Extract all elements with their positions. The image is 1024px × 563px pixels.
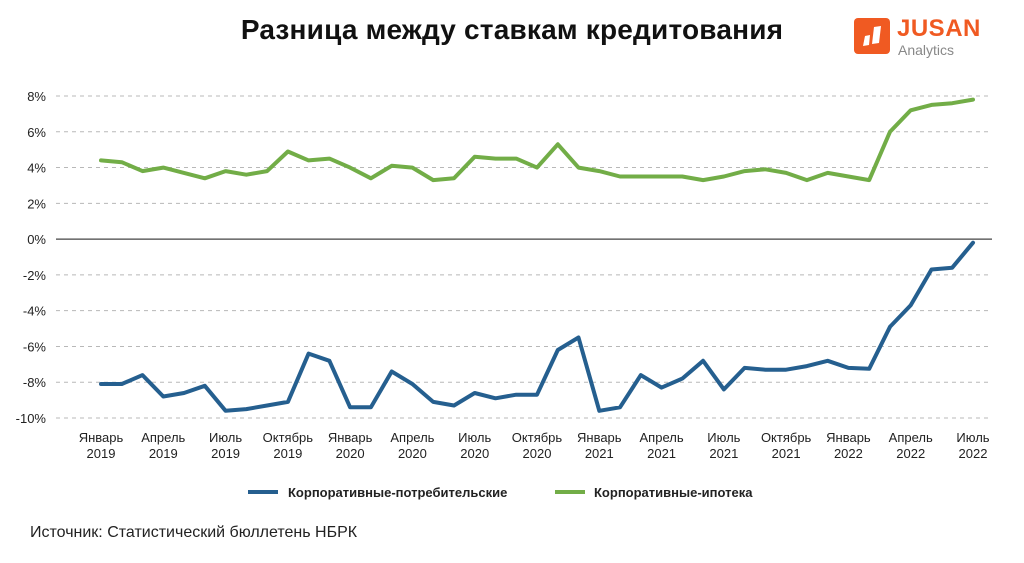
x-tick-label: Январь [328,430,373,445]
series-line-1 [99,240,975,413]
x-tick-label: 2021 [709,446,738,461]
logo-subtitle: Analytics [898,42,955,58]
legend-label-2: Корпоративные-ипотека [594,485,753,500]
x-tick-label: Июль [209,430,242,445]
x-tick-label: 2019 [87,446,116,461]
y-tick-label: 2% [27,196,46,211]
x-tick-label: 2020 [523,446,552,461]
y-tick-label: -6% [23,339,47,354]
x-tick-label: 2019 [211,446,240,461]
line-chart: 8%6%4%2%0%-2%-4%-6%-8%-10%Январь2019Апре… [16,89,992,500]
y-tick-label: -2% [23,268,47,283]
x-tick-label: Апрель [390,430,434,445]
x-tick-label: Июль [956,430,989,445]
x-tick-label: 2022 [834,446,863,461]
series-line-2 [99,97,975,183]
x-tick-label: 2020 [460,446,489,461]
x-tick-label: 2020 [336,446,365,461]
x-tick-label: 2019 [149,446,178,461]
legend-label-1: Корпоративные-потребительские [288,485,507,500]
logo-name: JUSAN [897,15,981,42]
x-tick-label: 2021 [647,446,676,461]
y-tick-label: -10% [16,411,47,426]
x-tick-label: Октябрь [761,430,812,445]
logo-icon [854,18,890,54]
x-tick-label: Июль [458,430,491,445]
x-tick-label: Октябрь [512,430,563,445]
y-tick-label: 0% [27,232,46,247]
y-tick-label: -8% [23,375,47,390]
x-tick-label: 2021 [585,446,614,461]
x-tick-label: 2021 [772,446,801,461]
y-tick-label: 6% [27,125,46,140]
x-tick-label: Январь [577,430,622,445]
x-tick-label: 2022 [959,446,988,461]
y-tick-label: 8% [27,89,46,104]
x-tick-label: Январь [79,430,124,445]
x-tick-label: Июль [707,430,740,445]
source-note: Источник: Статистический бюллетень НБРК [30,524,358,541]
x-tick-label: Апрель [889,430,933,445]
chart-title: Разница между ставкам кредитования [240,14,784,45]
x-tick-label: 2022 [896,446,925,461]
x-tick-label: 2019 [273,446,302,461]
x-tick-label: Октябрь [263,430,314,445]
brand-logo: JUSAN Analytics [854,15,1004,60]
x-tick-label: Апрель [141,430,185,445]
y-tick-label: 4% [27,161,46,176]
x-tick-label: Апрель [640,430,684,445]
y-tick-label: -4% [23,304,47,319]
x-tick-label: Январь [826,430,871,445]
x-tick-label: 2020 [398,446,427,461]
